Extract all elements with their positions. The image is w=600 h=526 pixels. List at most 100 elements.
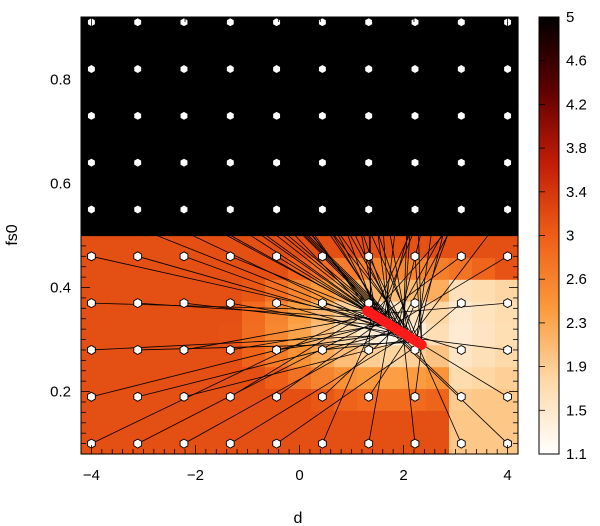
grid-point-marker <box>318 110 327 121</box>
x-tick-label: −2 <box>187 467 204 484</box>
trajectory-line <box>322 209 415 341</box>
heatmap-cell <box>196 322 220 346</box>
trajectory-line <box>415 22 462 342</box>
heatmap-cell <box>426 213 450 237</box>
heatmap-cell <box>311 366 335 390</box>
grid-point-marker <box>503 344 512 356</box>
grid-point-marker <box>410 438 420 449</box>
x-tick-label: −4 <box>83 467 100 484</box>
heatmap-cell <box>150 366 174 390</box>
heatmap-cell <box>426 126 450 149</box>
grid-point-marker <box>133 438 143 449</box>
trajectory-line <box>137 115 400 332</box>
heatmap-cell <box>196 82 220 105</box>
colorbar-tick-label: 4.2 <box>566 96 587 113</box>
heatmap-cell <box>380 17 404 40</box>
heatmap-cell <box>403 126 427 149</box>
grid-point-marker <box>272 438 281 449</box>
heatmap-cell <box>334 38 358 62</box>
grid-point-marker <box>272 63 281 75</box>
heatmap-cell <box>334 432 358 455</box>
heatmap-cell <box>104 322 128 346</box>
grid-point-marker <box>318 17 327 28</box>
heatmap-cell <box>173 213 197 237</box>
heatmap-cell <box>81 38 105 62</box>
heatmap-cell <box>334 301 358 324</box>
heatmap-cell <box>426 257 450 280</box>
heatmap-cell <box>242 17 266 40</box>
heatmap-cell <box>242 410 266 433</box>
heatmap-cell <box>265 279 289 302</box>
heatmap-cell <box>104 279 128 302</box>
heatmap-cell <box>104 388 128 411</box>
heatmap-cell <box>495 301 519 324</box>
heatmap-cell <box>449 366 473 390</box>
trajectory-line <box>137 302 381 320</box>
heatmap-cell <box>426 191 450 215</box>
heatmap-cell <box>196 191 220 215</box>
grid-point-marker <box>364 391 374 402</box>
heatmap-cell <box>426 17 450 40</box>
heatmap-cell <box>426 82 450 105</box>
grid-point-marker <box>133 344 143 356</box>
heatmap-cell <box>403 82 427 105</box>
heatmap-cell <box>311 126 335 149</box>
heatmap-cell <box>242 432 266 455</box>
grid-point-marker <box>225 344 235 356</box>
heatmap-cell <box>449 213 473 237</box>
grid-point-marker <box>364 251 374 262</box>
heatmap-cell <box>150 60 174 84</box>
heatmap-cell <box>472 322 496 346</box>
grid-point-marker <box>410 298 420 309</box>
heatmap-cell <box>357 410 381 433</box>
heatmap-cell <box>196 279 220 302</box>
heatmap-cell <box>334 60 358 84</box>
heatmap-cell <box>472 38 496 62</box>
x-axis-title: d <box>294 510 303 526</box>
grid-point-marker <box>133 204 143 215</box>
heatmap-cell <box>173 191 197 215</box>
heatmap-cell <box>127 191 151 215</box>
grid-point-marker <box>410 251 420 262</box>
heatmap-cell <box>426 104 450 127</box>
heatmap-cell <box>127 344 151 368</box>
heatmap-cell <box>288 60 312 84</box>
trajectory-line <box>276 302 420 344</box>
grid-point-marker <box>456 298 466 309</box>
heatmap-cell <box>288 432 312 455</box>
trajectory-line <box>91 322 387 398</box>
grid-point-marker <box>272 391 281 402</box>
heatmap-cell <box>380 432 404 455</box>
heatmap-cell <box>449 344 473 368</box>
heatmap-cell <box>150 322 174 346</box>
grid-point-marker <box>133 298 143 309</box>
colorbar-tick-label: 2.3 <box>566 315 587 332</box>
heatmap-cell <box>265 191 289 215</box>
heatmap-cell <box>104 366 128 390</box>
heatmap-cell <box>150 235 174 258</box>
colorbar-ticks: 5 4.6 4.2 3.8 3.4 3 2.6 2.3 1.9 1.5 1.1 <box>539 9 587 463</box>
grid-point-marker <box>225 17 235 28</box>
trajectory-line <box>276 331 402 351</box>
grid-point-marker <box>456 17 466 28</box>
heatmap-cell <box>311 410 335 433</box>
heatmap-cell <box>150 257 174 280</box>
heatmap-cell <box>288 410 312 433</box>
grid-point-marker <box>179 157 189 168</box>
heatmap-cell <box>426 410 450 433</box>
colorbar-tick-label: 3.4 <box>566 184 587 201</box>
grid-point-marker <box>179 298 189 309</box>
grid-point-marker <box>225 251 235 262</box>
trajectory-line <box>230 255 370 313</box>
heatmap-cell <box>472 191 496 215</box>
heatmap-cell <box>449 235 473 258</box>
heatmap-cell <box>495 191 519 215</box>
heatmap-cell <box>288 148 312 171</box>
heatmap-cell <box>472 235 496 258</box>
trajectory-line <box>229 115 370 313</box>
heatmap-cell <box>380 104 404 127</box>
x-tick-label: 0 <box>295 467 303 484</box>
heatmap-cell <box>334 388 358 411</box>
heatmap-cell <box>196 235 220 258</box>
heatmap-cell <box>472 366 496 390</box>
